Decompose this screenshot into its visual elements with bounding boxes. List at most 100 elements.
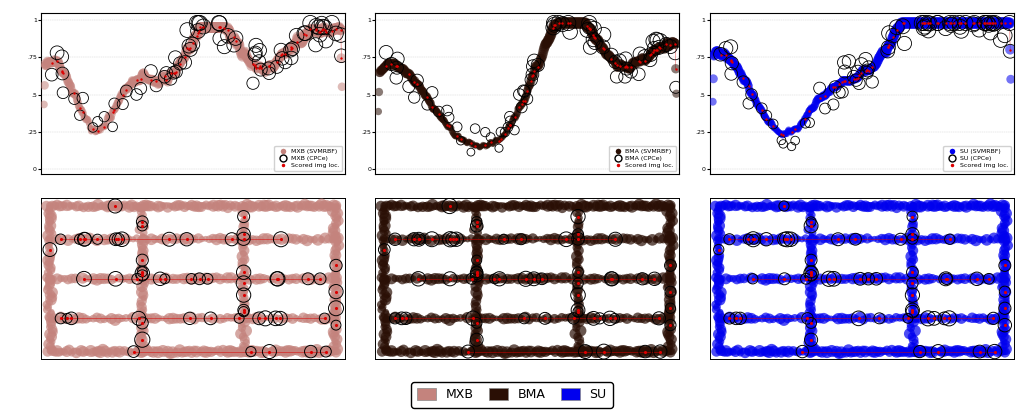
Point [178, 236, 195, 242]
Point [997, 324, 1014, 330]
Point [317, 28, 334, 34]
Point [868, 275, 885, 282]
Point [44, 316, 60, 323]
Point [238, 52, 254, 59]
Point [545, 25, 561, 31]
Point [667, 40, 683, 47]
Point [406, 236, 422, 242]
Point [321, 28, 337, 34]
Point [602, 315, 618, 322]
Point [782, 348, 799, 354]
Point [43, 59, 59, 66]
Point [898, 348, 914, 355]
Point [764, 203, 780, 209]
Point [234, 259, 251, 266]
Point [989, 348, 1006, 354]
Point [578, 348, 594, 355]
Point [477, 349, 494, 356]
Point [905, 310, 922, 316]
Point [863, 64, 880, 71]
Point [765, 121, 781, 127]
Point [542, 34, 558, 41]
Point [135, 217, 152, 224]
Point [134, 72, 151, 79]
Point [586, 275, 602, 282]
Point [41, 242, 57, 249]
Point [626, 59, 642, 66]
Point [511, 104, 527, 111]
Point [193, 24, 209, 31]
Point [994, 202, 1011, 209]
Point [194, 204, 210, 210]
Point [920, 202, 936, 209]
Point [210, 347, 226, 354]
Point [377, 247, 393, 254]
Point [567, 330, 584, 337]
Point [925, 349, 941, 355]
Point [449, 275, 465, 282]
Point [217, 201, 233, 208]
Point [752, 103, 768, 110]
Point [631, 71, 647, 78]
Point [744, 91, 761, 98]
Point [617, 63, 634, 70]
Point [998, 240, 1015, 246]
Point [812, 95, 828, 102]
Point [569, 342, 586, 349]
Point [52, 64, 69, 71]
Point [631, 348, 647, 354]
Point [232, 50, 249, 56]
Point [546, 22, 562, 29]
Point [188, 20, 205, 26]
Point [481, 236, 498, 242]
Point [497, 129, 513, 135]
Point [233, 321, 250, 328]
Point [569, 286, 586, 293]
Point [996, 20, 1013, 26]
Point [830, 81, 847, 87]
Point [263, 348, 280, 355]
Point [105, 106, 122, 112]
Point [234, 277, 251, 284]
Point [783, 237, 800, 243]
Point [546, 22, 562, 29]
Point [299, 33, 315, 40]
Point [498, 130, 514, 137]
Point [798, 315, 814, 322]
Point [611, 237, 628, 243]
Point [394, 315, 411, 322]
Point [438, 204, 455, 210]
Point [750, 101, 766, 108]
Point [183, 43, 200, 49]
Point [81, 121, 97, 127]
Point [951, 20, 968, 26]
Point [568, 321, 585, 328]
Point [270, 349, 287, 355]
Point [938, 20, 954, 26]
Point [780, 348, 797, 355]
Point [766, 124, 782, 131]
Point [133, 334, 150, 340]
Point [550, 20, 566, 26]
Point [441, 123, 458, 130]
Point [258, 67, 274, 74]
Point [711, 272, 727, 278]
Point [96, 316, 113, 323]
Point [644, 276, 660, 283]
Point [328, 237, 344, 244]
Point [997, 274, 1014, 281]
Point [759, 115, 775, 122]
Point [663, 289, 679, 296]
Point [713, 334, 729, 340]
Point [460, 140, 476, 146]
Point [422, 204, 438, 211]
Point [460, 348, 476, 355]
Point [261, 70, 278, 76]
Point [724, 59, 740, 65]
Point [841, 236, 857, 242]
Point [745, 236, 762, 242]
Point [153, 77, 169, 84]
Point [318, 27, 335, 34]
Point [536, 236, 552, 242]
Point [996, 314, 1013, 320]
